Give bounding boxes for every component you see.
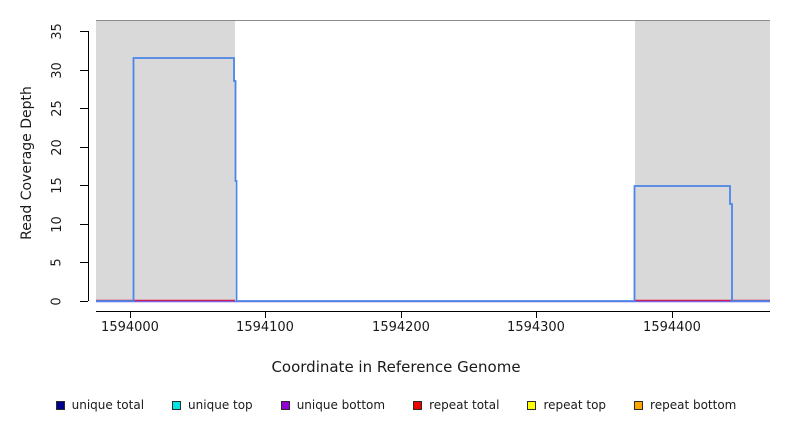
legend-label-repeat-top: repeat top bbox=[543, 398, 607, 412]
y-tick-label-25: 25 bbox=[49, 100, 65, 117]
legend-item-unique-top: unique top bbox=[172, 398, 253, 412]
legend: unique total unique top unique bottom re… bbox=[0, 398, 792, 412]
legend-item-repeat-bottom: repeat bottom bbox=[634, 398, 736, 412]
x-tick-1594000 bbox=[130, 311, 131, 318]
plot-area bbox=[96, 21, 770, 301]
x-tick-label-1594000: 1594000 bbox=[101, 320, 159, 335]
x-tick-label-1594100: 1594100 bbox=[236, 320, 294, 335]
y-tick-label-20: 20 bbox=[49, 139, 65, 156]
y-tick-25 bbox=[80, 108, 88, 109]
x-tick-label-1594400: 1594400 bbox=[643, 320, 701, 335]
legend-label-repeat-total: repeat total bbox=[429, 398, 500, 412]
y-tick-5 bbox=[80, 262, 88, 263]
y-tick-label-10: 10 bbox=[49, 216, 65, 233]
y-tick-10 bbox=[80, 224, 88, 225]
legend-label-unique-total: unique total bbox=[71, 398, 145, 412]
legend-swatch-icon-repeat-top bbox=[527, 400, 537, 410]
series-layer bbox=[96, 57, 770, 303]
legend-item-repeat-total: repeat total bbox=[413, 398, 499, 412]
y-tick-label-30: 30 bbox=[49, 62, 65, 79]
y-tick-30 bbox=[80, 70, 88, 71]
legend-item-unique-bottom: unique bottom bbox=[280, 398, 386, 412]
legend-swatch-icon-repeat-bottom bbox=[634, 400, 644, 410]
x-tick-label-1594200: 1594200 bbox=[372, 320, 430, 335]
legend-item-unique-total: unique total bbox=[55, 398, 145, 412]
y-axis-line bbox=[88, 31, 89, 301]
legend-label-repeat-bottom: repeat bottom bbox=[650, 398, 737, 412]
legend-swatch-icon-repeat-total bbox=[413, 400, 423, 410]
plot-top-rule bbox=[96, 20, 770, 21]
x-axis-title: Coordinate in Reference Genome bbox=[271, 358, 521, 376]
x-axis-line bbox=[96, 311, 770, 312]
shaded-region-left bbox=[96, 21, 235, 301]
y-tick-label-5: 5 bbox=[49, 258, 65, 267]
x-tick-1594400 bbox=[672, 311, 673, 318]
y-tick-label-15: 15 bbox=[49, 177, 65, 194]
legend-swatch-icon-unique-total bbox=[55, 400, 65, 410]
y-tick-label-0: 0 bbox=[49, 297, 65, 306]
y-axis-title: Read Coverage Depth bbox=[19, 86, 35, 240]
y-tick-0 bbox=[80, 301, 88, 302]
x-tick-1594300 bbox=[536, 311, 537, 318]
y-tick-15 bbox=[80, 185, 88, 186]
y-tick-20 bbox=[80, 147, 88, 148]
x-tick-label-1594300: 1594300 bbox=[507, 320, 565, 335]
x-tick-1594200 bbox=[401, 311, 402, 318]
legend-label-unique-bottom: unique bottom bbox=[296, 398, 386, 412]
legend-swatch-icon-unique-top bbox=[172, 400, 182, 410]
legend-item-repeat-top: repeat top bbox=[527, 398, 606, 412]
legend-label-unique-top: unique top bbox=[188, 398, 253, 412]
y-tick-35 bbox=[80, 31, 88, 32]
y-tick-label-35: 35 bbox=[49, 23, 65, 40]
shaded-region-right bbox=[635, 21, 770, 301]
series-unique-total bbox=[96, 57, 770, 302]
x-tick-1594100 bbox=[265, 311, 266, 318]
legend-swatch-icon-unique-bottom bbox=[280, 400, 290, 410]
